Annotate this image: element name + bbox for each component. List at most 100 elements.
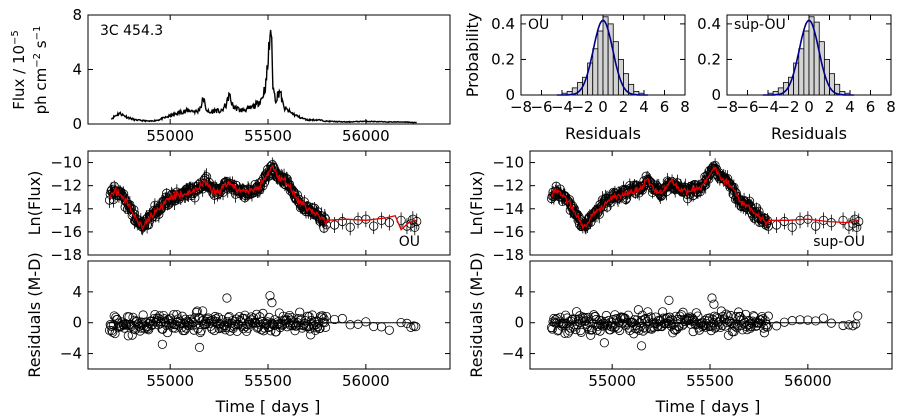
resid-sup-ou-point <box>674 321 684 332</box>
resid-sup-ou-point <box>733 307 744 317</box>
hist-sup-ou-ytick-label: 0.4 <box>697 15 721 33</box>
resid-ou-point <box>127 330 137 340</box>
resid-sup-ou-xtick-label: 55500 <box>686 372 734 390</box>
resid-ou-point <box>184 318 194 328</box>
resid-ou-point <box>177 311 187 321</box>
resid-sup-ou-x-label: Time [ days ] <box>655 397 761 416</box>
flux-xtick-label: 55500 <box>244 127 292 145</box>
lnflux-ou-point <box>129 205 139 215</box>
hist-ou-ytick-label: 0.2 <box>491 50 515 68</box>
resid-sup-ou-point <box>610 310 620 320</box>
lnflux-ou-point <box>410 222 420 232</box>
resid-sup-ou-point <box>586 330 596 340</box>
resid-ou-point <box>315 323 325 334</box>
resid-sup-ou-point <box>715 316 725 326</box>
hist-sup-ou-bars <box>767 16 851 96</box>
resid-ou-point <box>266 326 276 336</box>
resid-ou-point <box>162 320 172 330</box>
resid-ou-point <box>288 319 299 329</box>
resid-ou-point <box>110 328 120 339</box>
resid-ou-point <box>267 298 277 308</box>
lnflux-ou-point <box>269 162 279 172</box>
lnflux-sup-ou-point <box>729 182 739 192</box>
resid-sup-ou-axes-frame <box>529 260 893 370</box>
hist-ou-xtick-label: 0 <box>598 98 608 116</box>
resid-sup-ou-ytick-label: 0 <box>514 314 524 332</box>
resid-ou-point <box>172 309 182 320</box>
resid-sup-ou-point <box>741 309 751 320</box>
flux-y-label: Flux / 10−5 ph cm−2 s−1 <box>10 26 50 115</box>
lnflux-sup-ou-model-line <box>551 166 859 230</box>
resid-ou-point <box>384 325 394 335</box>
resid-sup-ou-point <box>735 312 745 322</box>
resid-ou-point <box>207 324 217 334</box>
resid-sup-ou-point <box>571 324 581 335</box>
resid-ou-point <box>369 321 379 332</box>
resid-sup-ou-point <box>771 321 782 331</box>
resid-sup-ou-point <box>672 324 682 334</box>
resid-ou-point <box>320 322 331 332</box>
resid-sup-ou-point <box>636 341 647 351</box>
resid-sup-ou-points <box>546 293 863 351</box>
lnflux-ou-point <box>329 220 340 230</box>
hist-sup-ou-xtick-label: 6 <box>866 98 876 116</box>
lnflux-ou-point <box>124 201 134 211</box>
resid-ou-points <box>104 291 421 352</box>
lnflux-sup-ou-ytick-label: −14 <box>492 200 524 218</box>
resid-ou-point <box>317 311 328 321</box>
resid-sup-ou-point <box>664 295 674 305</box>
hist-ou-xtick-label: 2 <box>619 98 629 116</box>
hist-sup-ou-bar <box>834 83 841 96</box>
resid-sup-ou-point <box>563 328 573 338</box>
resid-ou-point <box>353 319 363 329</box>
hist-ou-x-label: Residuals <box>565 124 641 143</box>
hist-sup-ou-xtick-label: −4 <box>757 98 779 116</box>
lnflux-ou-ytick-label: −10 <box>50 154 82 172</box>
resid-ou-point <box>195 327 205 338</box>
lnflux-sup-ou-point <box>572 209 582 219</box>
hist-ou-xtick-label: −6 <box>530 98 552 116</box>
lnflux-ou-ytick-label: −16 <box>50 223 82 241</box>
resid-sup-ou-point <box>637 310 647 320</box>
resid-ou-point <box>155 311 165 321</box>
resid-sup-ou-xtick-label: 56000 <box>784 372 832 390</box>
svg-text:Flux / 10−5: Flux / 10−5 <box>10 30 28 110</box>
hist-sup-ou-fit-curve <box>762 19 855 96</box>
hist-ou-xtick-label: −4 <box>551 98 573 116</box>
resid-ou-point <box>275 322 285 333</box>
resid-sup-ou-point <box>658 307 668 317</box>
resid-sup-ou-point <box>609 323 619 333</box>
hist-ou-xtick-label: 8 <box>680 98 690 116</box>
hist-sup-ou-xtick-label: 4 <box>845 98 855 116</box>
resid-sup-ou-point <box>717 320 727 331</box>
resid-sup-ou-y-label: Residuals (M-D) <box>467 252 486 377</box>
resid-sup-ou-point <box>634 325 644 335</box>
lnflux-sup-ou-panel: sup-OU Ln(Flux) <box>467 150 893 256</box>
resid-ou-point <box>234 312 245 322</box>
resid-ou-point <box>252 323 263 333</box>
lnflux-ou-panel: OU Ln(Flux) <box>25 150 451 256</box>
resid-ou-point <box>317 313 327 323</box>
resid-ou-point <box>284 310 295 321</box>
lnflux-sup-ou-ytick-label: −10 <box>492 154 524 172</box>
lnflux-sup-ou-point <box>703 172 713 182</box>
resid-ou-point <box>298 320 308 330</box>
lnflux-sup-ou-point <box>564 195 575 205</box>
flux-panel: 3C 454.3 Flux / 10−5 ph cm−2 s−1 <box>10 14 451 125</box>
lnflux-ou-y-label: Ln(Flux) <box>25 171 44 236</box>
resid-ou-xtick-label: 56000 <box>342 372 390 390</box>
resid-ou-point <box>245 319 256 329</box>
hist-ou-xtick-label: 4 <box>639 98 649 116</box>
resid-sup-ou-point <box>688 326 698 337</box>
resid-ou-point <box>162 327 173 338</box>
resid-sup-ou-point <box>738 315 748 325</box>
resid-sup-ou-ticks: 55000 55500 56000 −4 0 4 <box>502 261 892 390</box>
resid-ou-point <box>194 342 205 352</box>
resid-sup-ou-point <box>589 310 599 320</box>
resid-ou-point <box>157 339 167 349</box>
source-annotation: 3C 454.3 <box>100 23 163 39</box>
resid-ou-point <box>164 315 174 325</box>
hist-sup-ou-ytick-label: 0 <box>711 86 721 104</box>
lnflux-ou-point <box>259 173 269 183</box>
